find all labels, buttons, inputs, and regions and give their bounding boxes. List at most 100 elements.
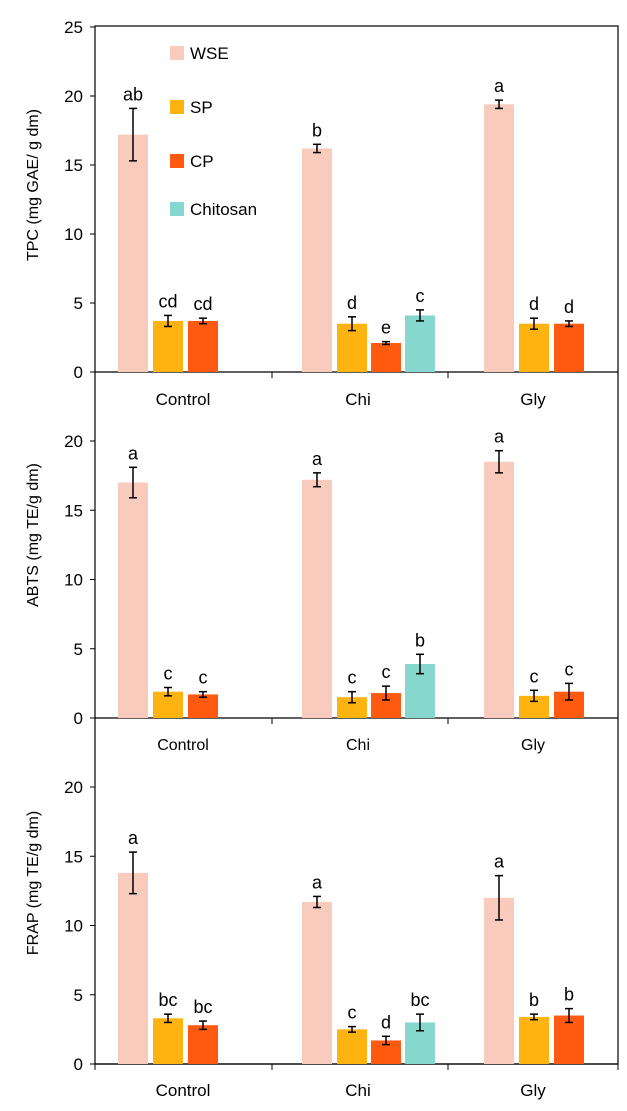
bar-chitosan bbox=[405, 315, 435, 372]
significance-label: d bbox=[564, 297, 574, 317]
bar-wse bbox=[302, 901, 332, 1064]
y-tick-label: 20 bbox=[64, 87, 83, 106]
legend-label: Chitosan bbox=[190, 200, 257, 219]
significance-label: ab bbox=[123, 84, 143, 104]
significance-label: a bbox=[312, 872, 323, 892]
significance-label: cd bbox=[193, 294, 212, 314]
y-tick-label: 15 bbox=[64, 501, 83, 520]
y-tick-label: 20 bbox=[64, 432, 83, 451]
bar-wse bbox=[484, 461, 514, 718]
bar-wse bbox=[302, 479, 332, 718]
significance-label: bc bbox=[193, 997, 212, 1017]
y-axis-title: TPC (mg GAE/ g dm) bbox=[25, 109, 42, 261]
legend-swatch bbox=[170, 154, 184, 168]
significance-label: bc bbox=[158, 990, 177, 1010]
significance-label: a bbox=[494, 427, 505, 447]
bar-cp bbox=[554, 323, 584, 372]
significance-label: a bbox=[128, 828, 139, 848]
legend-swatch bbox=[170, 100, 184, 114]
significance-label: c bbox=[416, 286, 425, 306]
significance-label: a bbox=[128, 443, 139, 463]
y-tick-label: 5 bbox=[74, 986, 83, 1005]
legend-label: CP bbox=[190, 152, 214, 171]
bar-sp bbox=[337, 323, 367, 372]
legend-swatch bbox=[170, 202, 184, 216]
y-tick-label: 10 bbox=[64, 917, 83, 936]
bar-cp bbox=[188, 1025, 218, 1064]
significance-label: b bbox=[312, 120, 322, 140]
significance-label: d bbox=[529, 294, 539, 314]
significance-label: a bbox=[494, 76, 505, 96]
legend-label: SP bbox=[190, 98, 213, 117]
bar-sp bbox=[337, 697, 367, 718]
legend-item-chitosan: Chitosan bbox=[170, 200, 257, 219]
category-label: Gly bbox=[520, 1081, 546, 1100]
significance-label: c bbox=[565, 659, 574, 679]
significance-label: c bbox=[530, 666, 539, 686]
bar-wse bbox=[484, 104, 514, 372]
bar-wse bbox=[302, 148, 332, 372]
significance-label: a bbox=[494, 852, 505, 872]
bar-cp bbox=[188, 694, 218, 718]
significance-label: b bbox=[529, 990, 539, 1010]
category-label: Control bbox=[157, 737, 209, 754]
y-tick-label: 0 bbox=[74, 363, 83, 382]
category-label: Chi bbox=[345, 1081, 371, 1100]
legend-item-cp: CP bbox=[170, 152, 214, 171]
legend-item-wse: WSE bbox=[170, 44, 229, 63]
y-tick-label: 5 bbox=[74, 640, 83, 659]
legend-swatch bbox=[170, 46, 184, 60]
panel-3: 0 5 10 15 20 Control Chi Gly FRAP (mg TE/g dm) a b… bbox=[25, 778, 619, 1100]
significance-label: c bbox=[199, 668, 208, 688]
y-tick-label: 0 bbox=[74, 1055, 83, 1074]
y-tick-label: 5 bbox=[74, 294, 83, 313]
y-tick-label: 10 bbox=[64, 225, 83, 244]
y-axis-title: ABTS (mg TE/g dm) bbox=[25, 463, 42, 607]
y-tick-label: 15 bbox=[64, 847, 83, 866]
bar-wse bbox=[118, 482, 148, 718]
category-label: Control bbox=[156, 390, 211, 409]
category-label: Gly bbox=[520, 390, 546, 409]
legend-item-sp: SP bbox=[170, 98, 213, 117]
significance-label: d bbox=[381, 1012, 391, 1032]
significance-label: a bbox=[312, 449, 323, 469]
bar-sp bbox=[153, 1018, 183, 1064]
bar-wse bbox=[118, 872, 148, 1064]
y-axis-title: FRAP (mg TE/g dm) bbox=[25, 811, 42, 955]
significance-label: c bbox=[164, 664, 173, 684]
significance-label: b bbox=[564, 985, 574, 1005]
y-tick-label: 15 bbox=[64, 156, 83, 175]
category-label: Gly bbox=[521, 737, 545, 754]
significance-label: bc bbox=[410, 990, 429, 1010]
panel-1: 0 5 10 15 20 25 Control Chi Gly TPC (mg GAE/ g dm… bbox=[25, 18, 619, 409]
y-tick-label: 0 bbox=[74, 709, 83, 728]
significance-label: c bbox=[382, 662, 391, 682]
bar-cp bbox=[554, 1015, 584, 1064]
bar-cp bbox=[371, 1040, 401, 1064]
significance-label: e bbox=[381, 318, 391, 338]
y-tick-label: 25 bbox=[64, 18, 83, 37]
legend: WSE SP CP Chitosan bbox=[170, 44, 257, 219]
legend-label: WSE bbox=[190, 44, 229, 63]
bar-sp bbox=[153, 320, 183, 372]
significance-label: c bbox=[348, 668, 357, 688]
category-label: Chi bbox=[345, 390, 371, 409]
y-tick-label: 20 bbox=[64, 778, 83, 797]
figure-frame bbox=[94, 25, 619, 1065]
significance-label: d bbox=[347, 293, 357, 313]
bar-cp bbox=[188, 320, 218, 372]
category-label: Control bbox=[156, 1081, 211, 1100]
bar-sp bbox=[519, 323, 549, 372]
bar-cp bbox=[371, 343, 401, 372]
bar-sp bbox=[519, 695, 549, 718]
significance-label: b bbox=[415, 630, 425, 650]
significance-label: cd bbox=[158, 291, 177, 311]
bar-sp bbox=[519, 1016, 549, 1064]
category-label: Chi bbox=[346, 737, 370, 754]
panel-2: 0 5 10 15 20 Control Chi Gly ABTS (mg TE/g dm) a c… bbox=[25, 427, 619, 754]
bar-wse bbox=[118, 134, 148, 372]
significance-label: c bbox=[348, 1003, 357, 1023]
bar-wse bbox=[484, 897, 514, 1064]
